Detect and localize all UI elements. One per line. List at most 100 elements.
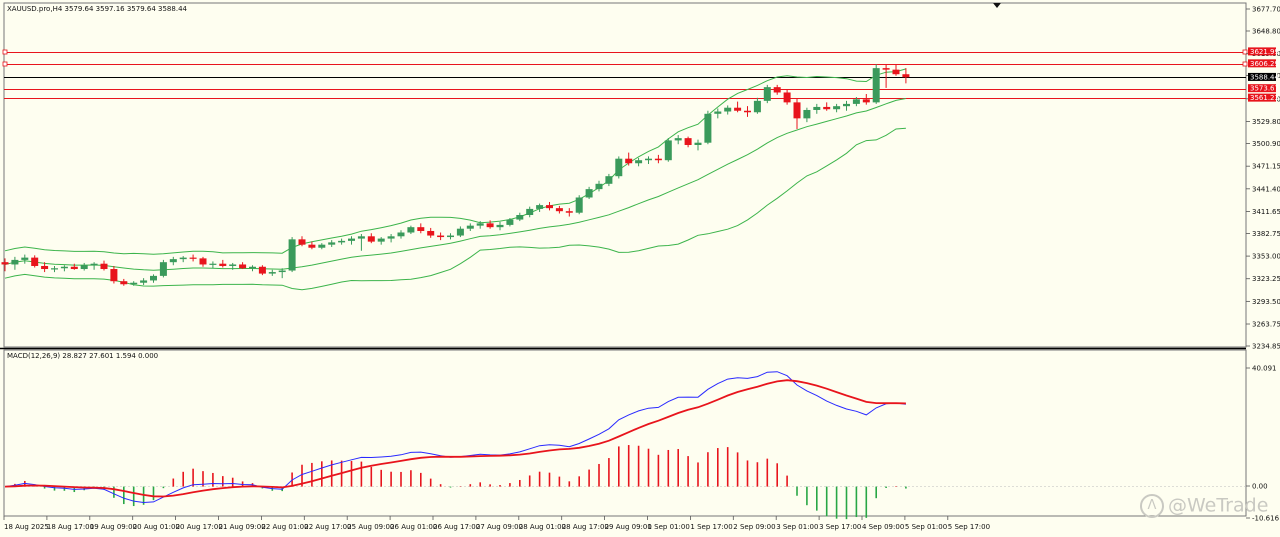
candle-body xyxy=(615,158,623,177)
candle-body xyxy=(90,263,98,266)
watermark-text: @WeTrade xyxy=(1168,494,1269,517)
bb-lower-line xyxy=(4,127,906,291)
candle-body xyxy=(803,109,811,119)
candle-body xyxy=(447,235,454,238)
candle-body xyxy=(823,106,831,110)
time-tick-label: 3 Sep 17:00 xyxy=(819,523,861,531)
candle-body xyxy=(268,272,276,274)
candle-body xyxy=(298,239,306,245)
candle-body xyxy=(288,239,296,271)
candle-body xyxy=(249,266,256,269)
price-tick-label: 3382.75 xyxy=(1252,230,1280,238)
level-handle-left-1[interactable] xyxy=(2,49,8,55)
time-tick-label: 5 Sep 17:00 xyxy=(948,523,990,531)
candle-body xyxy=(585,189,593,198)
price-tag-label: 3606.29 xyxy=(1250,60,1279,68)
time-tick-label: 3 Sep 01:00 xyxy=(776,523,818,531)
price-axis: 3677.703648.803619.003590.403559.703529.… xyxy=(1246,6,1280,351)
candle-body xyxy=(605,176,613,184)
candle-body xyxy=(1,262,9,265)
candle-body xyxy=(219,263,227,266)
candle-body xyxy=(348,238,355,241)
level-handle-left-2[interactable] xyxy=(2,61,8,67)
candle-body xyxy=(476,223,484,226)
candle-body xyxy=(882,68,890,70)
candle-body xyxy=(724,107,732,112)
candle-body xyxy=(664,140,672,161)
time-tick-label: 26 Aug 17:00 xyxy=(433,523,480,531)
price-tag-label: 3573.67 xyxy=(1250,85,1279,93)
candle-body xyxy=(595,183,603,190)
candle-body xyxy=(526,208,534,215)
candle-body xyxy=(397,232,405,237)
scroll-marker-icon[interactable] xyxy=(993,3,1001,8)
candle-body xyxy=(734,107,742,111)
candle-body xyxy=(169,259,177,263)
candle-body xyxy=(536,205,544,209)
candle-body xyxy=(130,282,138,285)
price-tick-label: 3500.90 xyxy=(1252,140,1280,148)
time-tick-label: 22 Aug 01:00 xyxy=(261,523,308,531)
bb-upper-line xyxy=(4,68,907,255)
candle-body xyxy=(635,160,643,164)
price-tick-label: 3263.75 xyxy=(1252,321,1280,329)
price-tag-label: 3561.23 xyxy=(1250,94,1279,102)
price-tick-label: 3353.00 xyxy=(1252,253,1280,261)
time-tick-label: 20 Aug 17:00 xyxy=(176,523,223,531)
level-price-tag xyxy=(1248,93,1276,102)
candle-body xyxy=(31,257,39,266)
time-tick-label: 18 Aug 2025 xyxy=(4,523,49,531)
time-tick-label: 1 Sep 17:00 xyxy=(690,523,732,531)
candle-body xyxy=(773,87,781,93)
price-tag-label: 3621.99 xyxy=(1250,48,1279,56)
bb-middle-line xyxy=(4,98,906,271)
candle-body xyxy=(506,219,514,225)
macd-info-header: MACD(12,26,9) 28.827 27.601 1.594 0.000 xyxy=(7,352,158,360)
candle-body xyxy=(199,258,207,265)
candle-body xyxy=(456,228,464,236)
candle-body xyxy=(783,92,791,103)
candle-body xyxy=(278,270,286,273)
time-tick-label: 4 Sep 09:00 xyxy=(862,523,904,531)
time-tick-label: 1 Sep 01:00 xyxy=(648,523,690,531)
macd-tick-label: 0.00 xyxy=(1252,483,1268,491)
candle-body xyxy=(189,257,197,259)
candle-body xyxy=(813,106,821,110)
price-tick-label: 3677.70 xyxy=(1252,6,1280,14)
time-tick-label: 28 Aug 01:00 xyxy=(519,523,566,531)
time-tick-label: 19 Aug 09:00 xyxy=(90,523,137,531)
macd-tick-label: -10.616 xyxy=(1252,515,1280,523)
candle-body xyxy=(60,266,68,269)
candle-body xyxy=(694,142,702,145)
candle-body xyxy=(555,208,563,212)
candle-body xyxy=(763,87,771,101)
level-handle-right-2[interactable] xyxy=(1242,61,1248,67)
candle-body xyxy=(367,236,375,242)
candle-body xyxy=(625,158,633,164)
candle-body xyxy=(843,103,850,107)
candle-body xyxy=(407,227,415,233)
price-tick-label: 3293.50 xyxy=(1252,298,1280,306)
candle-body xyxy=(328,242,336,245)
candle-body xyxy=(744,110,751,113)
time-tick-label: 25 Aug 09:00 xyxy=(347,523,394,531)
candle-body xyxy=(100,263,108,270)
candle-body xyxy=(140,280,148,283)
candle-body xyxy=(229,264,237,266)
candle-body xyxy=(120,281,128,285)
price-tick-label: 3441.40 xyxy=(1252,185,1280,193)
price-tick-label: 3648.80 xyxy=(1252,27,1280,35)
candle-body xyxy=(437,235,445,238)
time-tick-label: 18 Aug 17:00 xyxy=(47,523,94,531)
wetrade-logo-icon: Ʌ xyxy=(1140,494,1164,518)
time-tick-label: 27 Aug 09:00 xyxy=(476,523,523,531)
candle-body xyxy=(496,224,504,228)
price-tick-label: 3529.80 xyxy=(1252,118,1280,126)
candle-body xyxy=(239,264,247,269)
price-tick-label: 3323.25 xyxy=(1252,275,1280,283)
candle-body xyxy=(872,68,880,103)
level-handle-right-1[interactable] xyxy=(1242,49,1248,55)
candle-body xyxy=(338,240,346,243)
